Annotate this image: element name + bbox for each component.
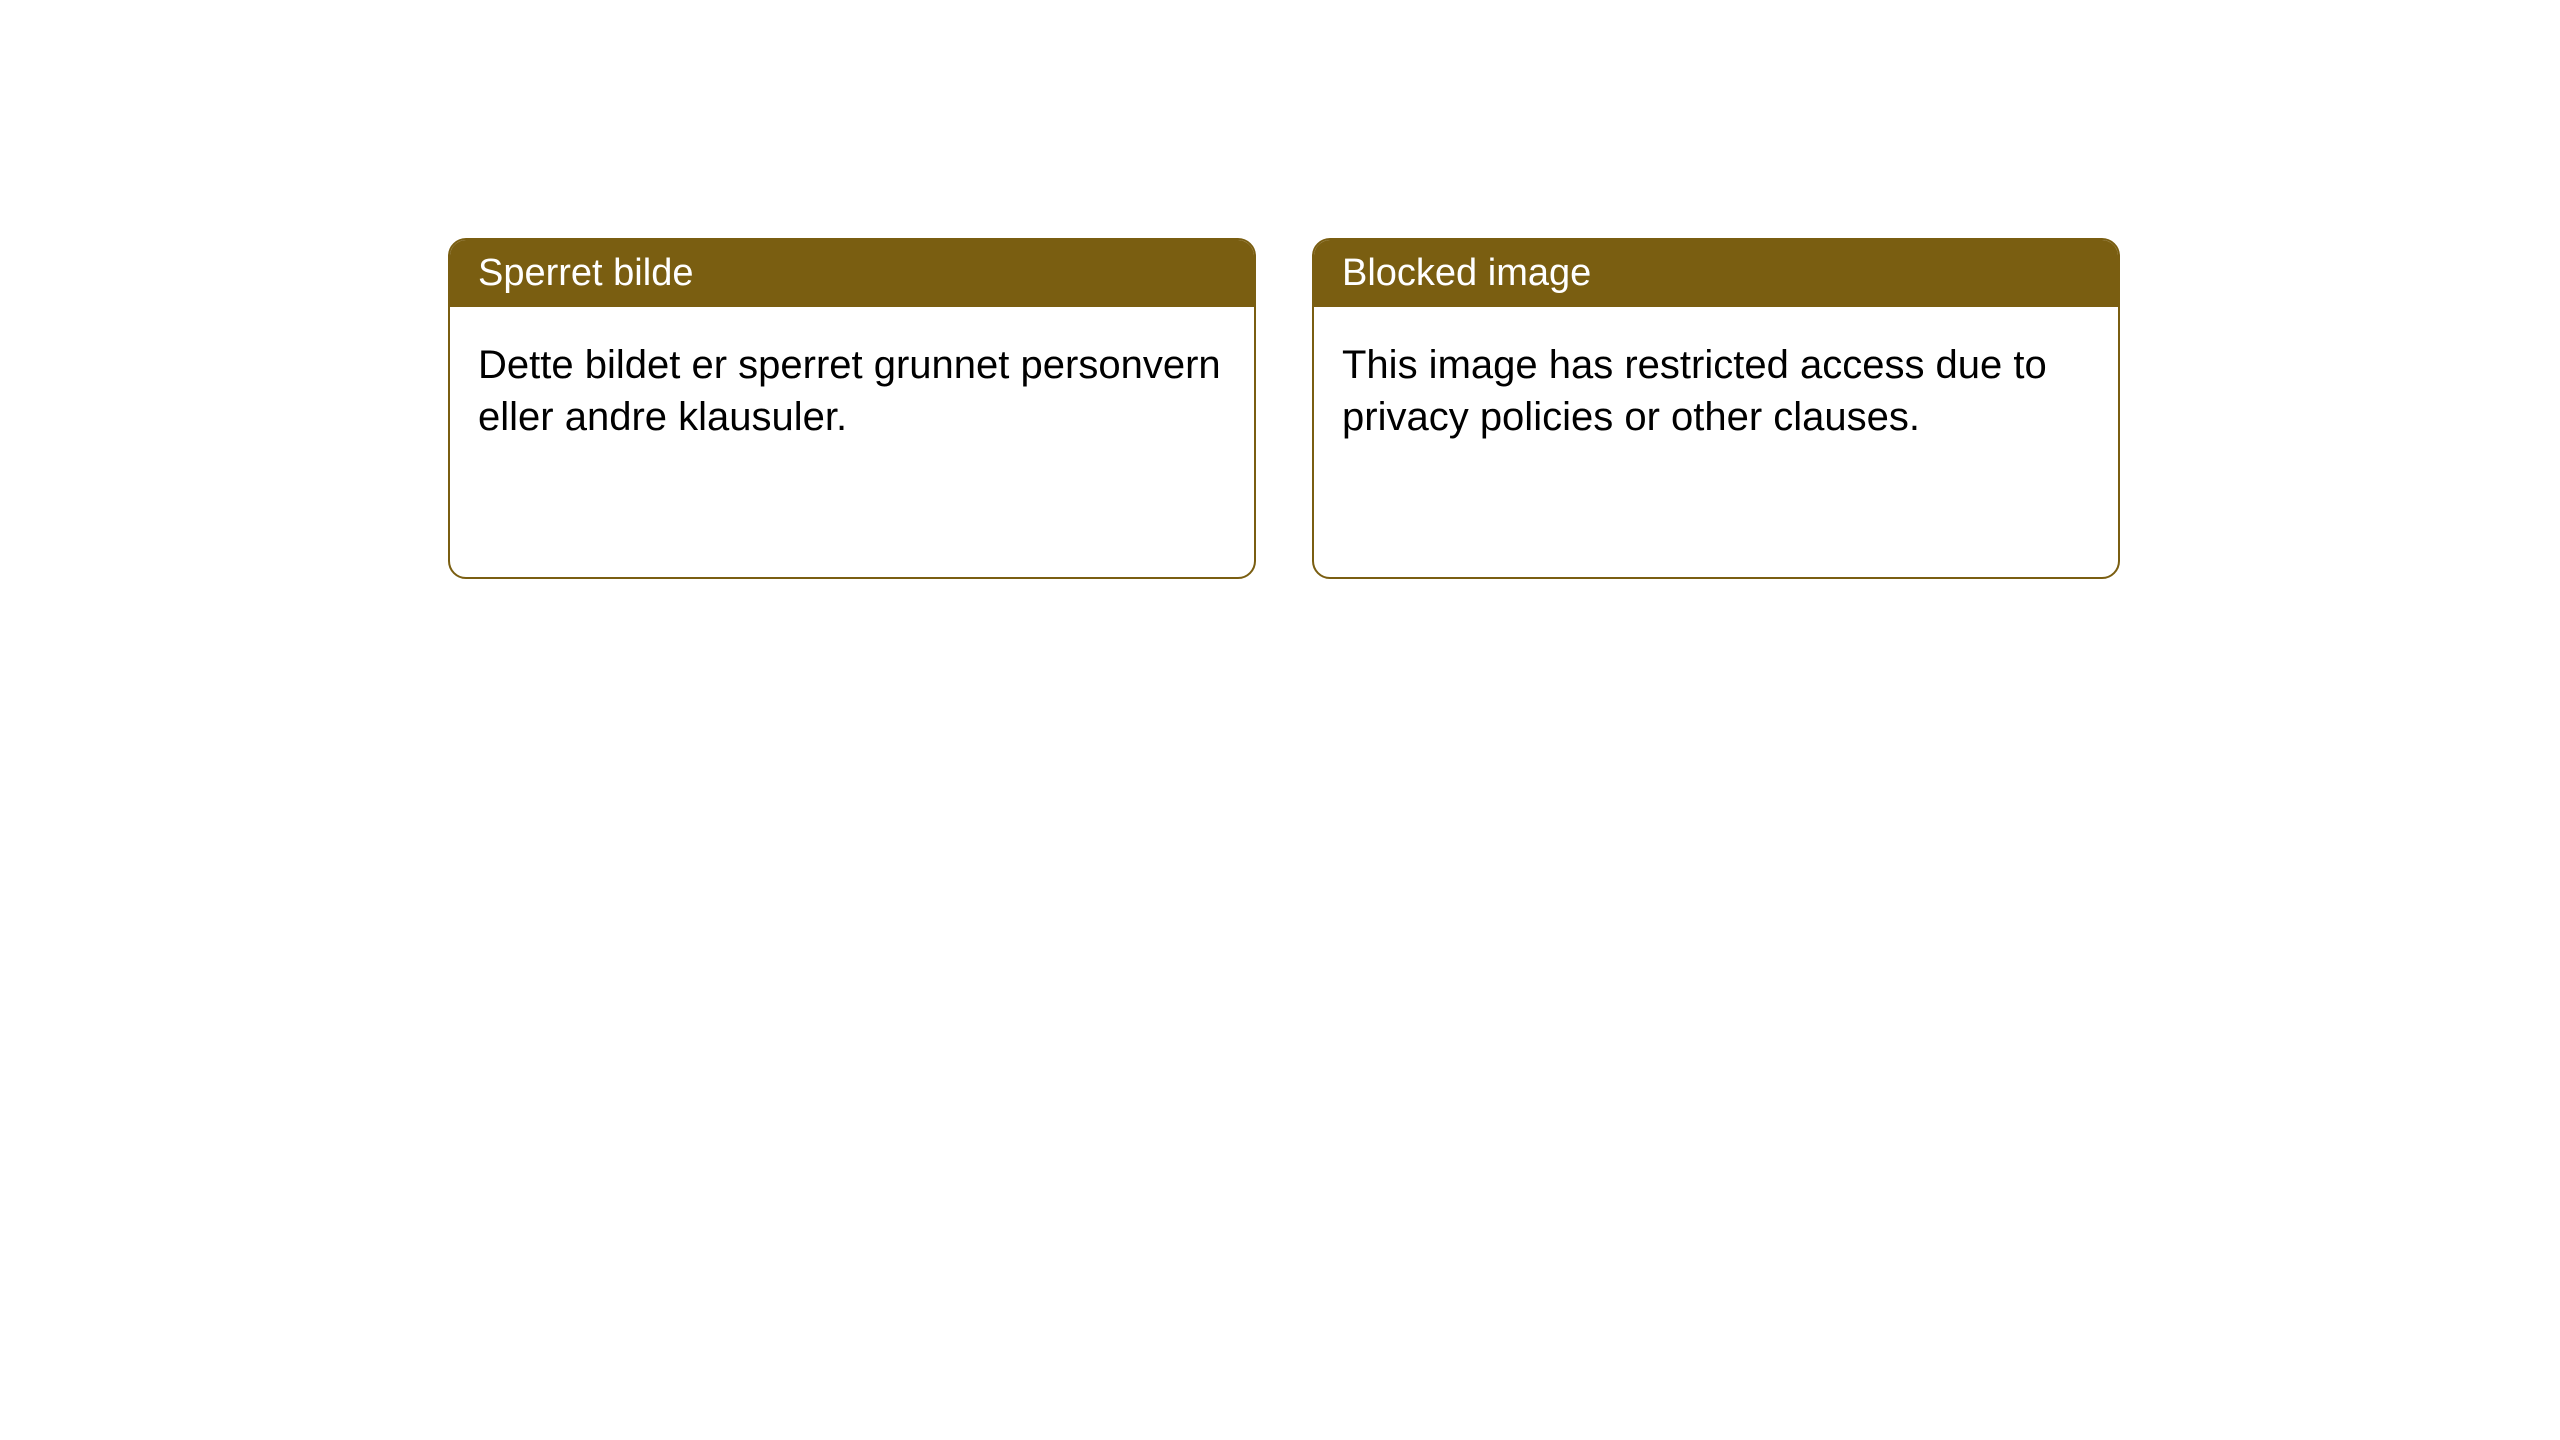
card-body: Dette bildet er sperret grunnet personve… <box>450 307 1254 577</box>
card-body-text: This image has restricted access due to … <box>1342 343 2047 439</box>
card-body: This image has restricted access due to … <box>1314 307 2118 577</box>
notice-card-norwegian: Sperret bilde Dette bildet er sperret gr… <box>448 238 1256 579</box>
notice-card-container: Sperret bilde Dette bildet er sperret gr… <box>448 238 2120 579</box>
card-header: Sperret bilde <box>450 240 1254 307</box>
card-body-text: Dette bildet er sperret grunnet personve… <box>478 343 1221 439</box>
card-header-text: Blocked image <box>1342 252 1591 294</box>
card-header-text: Sperret bilde <box>478 252 693 294</box>
card-header: Blocked image <box>1314 240 2118 307</box>
notice-card-english: Blocked image This image has restricted … <box>1312 238 2120 579</box>
